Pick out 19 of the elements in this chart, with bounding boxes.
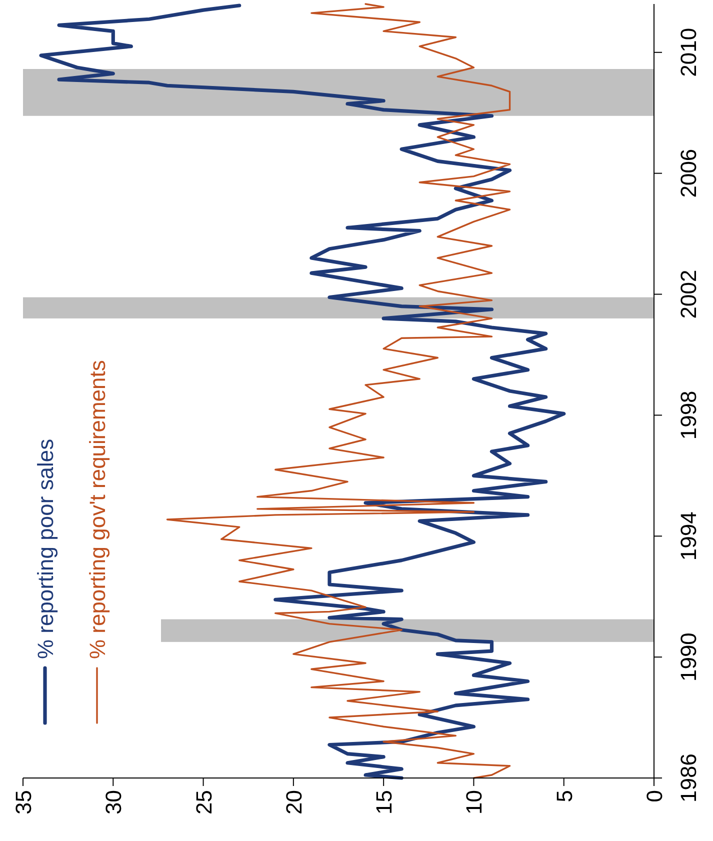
x-tick-label: 35: [11, 790, 36, 814]
x-tick-label: 15: [372, 790, 397, 814]
x-tick-label: 25: [191, 790, 216, 814]
x-tick-label: 5: [552, 790, 577, 802]
x-tick-label: 10: [462, 790, 487, 814]
line-series: [39, 4, 566, 780]
x-tick-label: 30: [101, 790, 126, 814]
x-tick-label: 0: [642, 790, 667, 802]
y-tick-label: 1998: [676, 390, 701, 440]
x-tick-label: 20: [281, 790, 306, 814]
y-tick-label: 1990: [676, 632, 701, 682]
line-series: [166, 3, 511, 779]
y-tick-label: 2002: [676, 270, 701, 319]
y-tick-label: 2010: [676, 28, 701, 77]
text: % reporting gov't requirements: [85, 360, 110, 659]
y-tick-label: 2006: [676, 148, 701, 198]
y-tick-label: 1986: [676, 754, 701, 802]
y-tick-label: 1994: [676, 512, 701, 561]
text: % reporting poor sales: [33, 438, 58, 659]
